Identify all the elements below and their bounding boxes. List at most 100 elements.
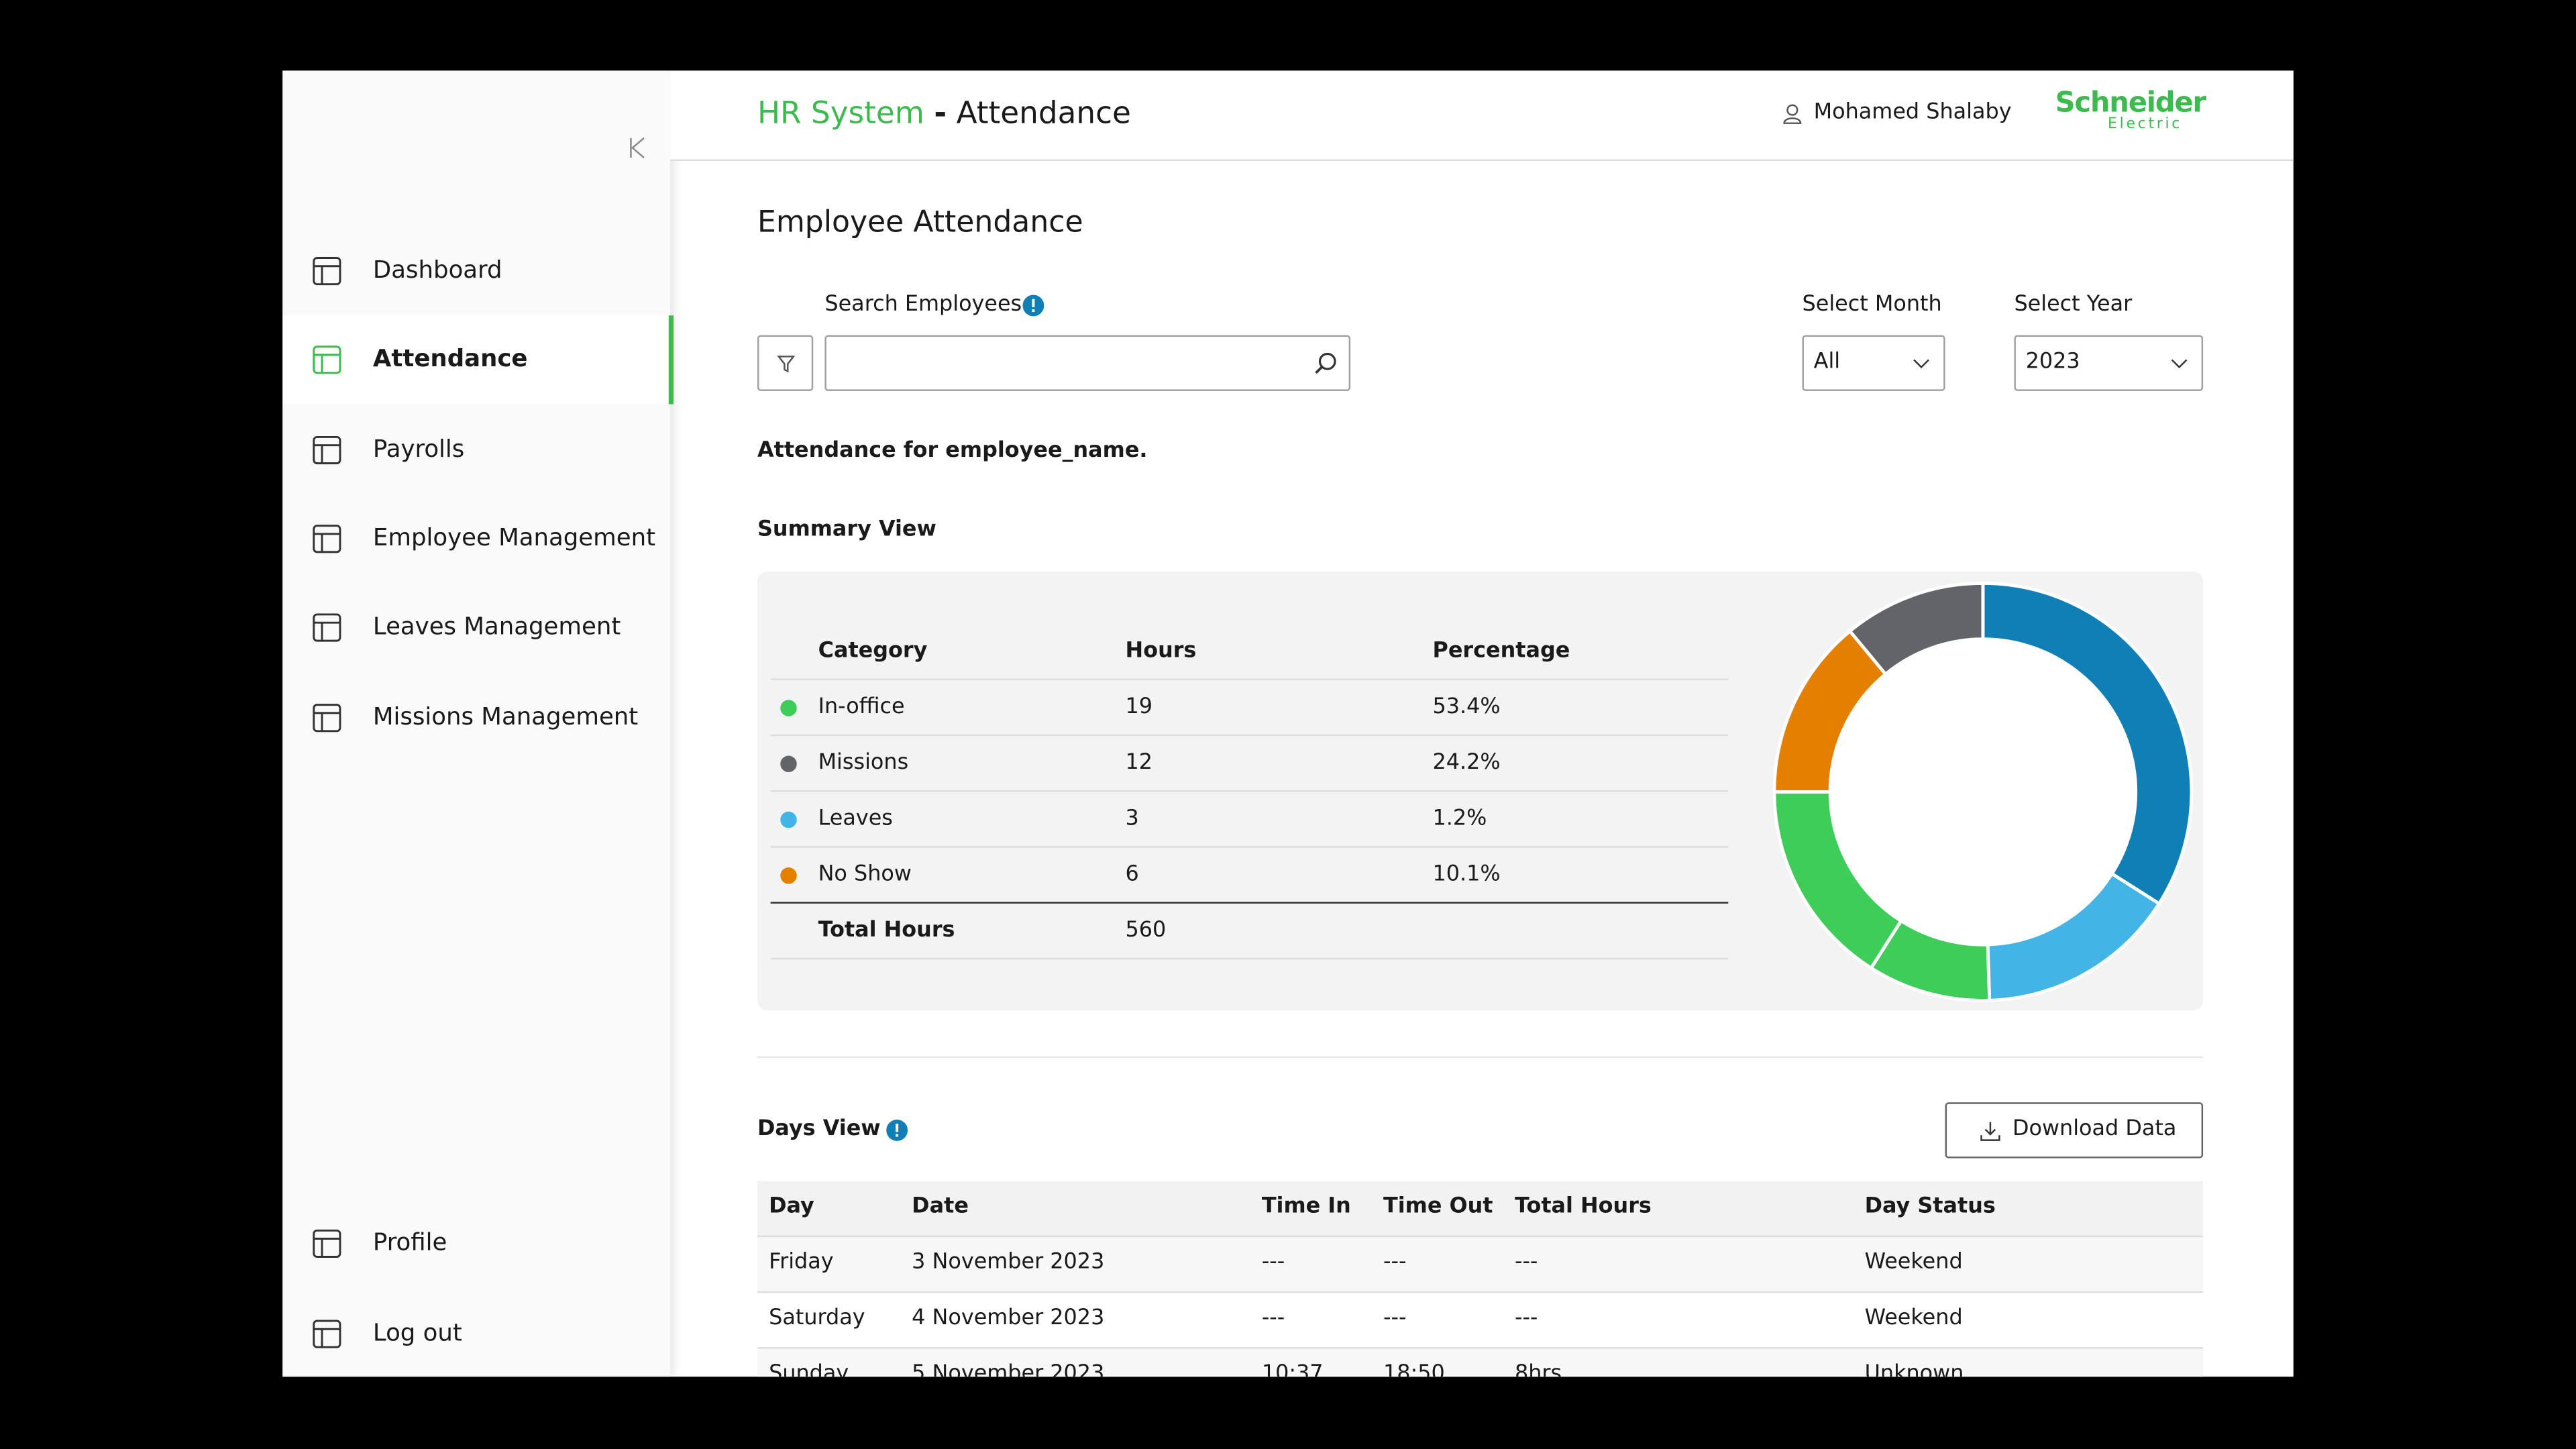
row-line [770,846,1729,848]
search-label: Search Employees [824,292,1022,317]
table-cell: Weekend [1864,1305,1963,1331]
table-cell: Weekend [1864,1250,1963,1275]
table-cell: Saturday [769,1305,865,1331]
menu-item[interactable]: Employee Management [282,494,670,583]
donut-chart [1772,581,2194,1002]
app-name: HR System [757,97,924,131]
legend-dot [780,811,797,828]
table-header: Time Out [1383,1194,1493,1220]
row-line [770,902,1729,904]
month-label: Select Month [1802,292,1942,317]
row-line [770,678,1729,680]
menu-label: Attendance [372,347,528,374]
menu-label: Payrolls [372,436,465,463]
menu-item[interactable]: Payrolls [282,405,670,494]
table-cell: 18:50 [1383,1362,1445,1377]
attendance-for: Attendance for employee_name. [757,438,1148,464]
table-cell: --- [1514,1305,1538,1331]
percentage: 53.4% [1432,694,1501,720]
category: In-office [818,694,905,720]
table-cell: Sunday [769,1362,849,1377]
table-header: Hours [1125,639,1197,664]
menu-label: Missions Management [372,704,639,731]
user-icon [1783,104,1802,124]
percentage: 10.1% [1432,862,1501,888]
table-cell: --- [1261,1305,1285,1331]
total-label: Total Hours [818,918,955,943]
year-label: Select Year [2014,292,2133,317]
separator: - [934,97,947,131]
days-title: Days View [757,1117,881,1142]
percentage: 24.2% [1432,751,1501,775]
user-name[interactable]: Mohamed Shalaby [1813,100,2012,125]
header: HR System - Attendance Mohamed Shalaby S… [670,70,2294,162]
donut-segment [1981,581,2194,906]
table-row [757,1235,2204,1291]
donut-hole [1831,641,2135,943]
year-value: 2023 [2025,350,2080,375]
table-cell: --- [1383,1250,1407,1275]
table-header-bg [757,1181,2204,1236]
page-title: Employee Attendance [757,205,1083,240]
menu-item[interactable]: Leaves Management [282,584,670,672]
category: Missions [818,751,909,775]
sidebar: Dashboard Attendance Payrolls Employee Mana… [282,70,674,1377]
menu-label: Employee Management [372,525,656,552]
table-header: Date [912,1194,969,1220]
month-select[interactable]: All [1802,335,1945,391]
table-header: Total Hours [1514,1194,1652,1220]
menu-item[interactable]: Profile [282,1199,670,1288]
table-cell: 4 November 2023 [912,1305,1105,1331]
download-label: Download Data [2012,1117,2177,1142]
row-line [770,790,1729,792]
percentage: 1.2% [1432,806,1487,832]
table-cell: Friday [769,1250,834,1275]
legend-dot [780,755,797,773]
table-cell: 5 November 2023 [912,1362,1105,1377]
summary-title: Summary View [757,517,936,543]
menu-item[interactable]: Attendance [282,315,674,405]
hours: 6 [1125,862,1139,888]
table-header: Category [818,639,928,664]
table-cell: Unknown [1864,1362,1964,1377]
days-table: Day Date Time In Time Out Total Hours Day Sta… [757,1181,2204,1377]
download-button[interactable]: Download Data [1945,1102,2204,1159]
info-icon[interactable] [885,1119,908,1142]
header-title: HR System - Attendance [757,94,1131,137]
table-cell: --- [1261,1250,1285,1275]
menu-label: Leaves Management [372,614,621,641]
menu-item[interactable]: Log out [282,1289,670,1377]
logo-sub: Electric [2108,116,2183,133]
table-cell: 10:37 [1261,1362,1324,1377]
table-cell: --- [1383,1305,1407,1331]
table-cell: 3 November 2023 [912,1250,1105,1275]
info-icon[interactable] [1022,294,1044,317]
category: No Show [818,862,912,888]
table-header: Day [769,1194,814,1220]
logo-brand: Schneider [2055,87,2206,120]
menu-label: Log out [372,1320,462,1346]
divider [757,1056,2204,1059]
row-line [770,734,1729,737]
menu-item[interactable]: Dashboard [282,227,670,315]
donut-segment [1847,581,1985,677]
row-line [770,957,1729,960]
collapse-button[interactable] [628,136,647,159]
search-input[interactable] [824,335,1351,391]
filter-button[interactable] [757,335,814,391]
hours: 19 [1125,694,1153,720]
table-header: Percentage [1432,639,1570,664]
table-row [757,1291,2204,1348]
hours: 3 [1125,806,1139,832]
menu-item[interactable]: Missions Management [282,673,670,761]
category: Leaves [818,806,893,832]
year-select[interactable]: 2023 [2014,335,2204,391]
table-row [757,1347,2204,1377]
menu-label: Profile [372,1230,447,1257]
menu-label: Dashboard [372,258,502,284]
table-header: Time In [1261,1194,1351,1220]
table-cell: --- [1514,1250,1538,1275]
legend-dot [780,700,797,716]
